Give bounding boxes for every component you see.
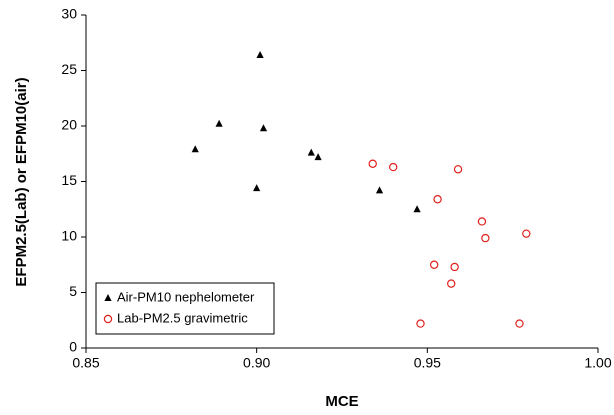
point: [307, 148, 315, 156]
y-tick-label: 25: [61, 61, 77, 77]
point: [477, 217, 487, 226]
x-axis-title: MCE: [325, 393, 358, 410]
x-tick-label: 1.00: [584, 355, 611, 371]
point: [433, 195, 442, 204]
point: [253, 184, 261, 192]
y-tick-label: 10: [61, 228, 77, 244]
point: [375, 186, 384, 194]
y-tick-label: 15: [61, 172, 77, 188]
y-tick-label: 30: [61, 6, 77, 22]
point: [215, 119, 223, 127]
x-tick-label: 0.85: [72, 355, 99, 371]
point: [368, 159, 377, 168]
point: [256, 50, 264, 58]
y-tick-label: 20: [61, 117, 77, 133]
point: [314, 153, 322, 161]
point: [450, 262, 459, 272]
legend-marker: [103, 314, 113, 324]
x-tick-label: 0.90: [243, 355, 270, 371]
point: [447, 279, 456, 288]
legend-label: Lab-PM2.5 gravimetric: [117, 310, 248, 325]
point: [481, 233, 490, 243]
point: [453, 165, 463, 174]
point: [191, 145, 199, 153]
point: [429, 260, 439, 269]
y-tick-label: 0: [69, 339, 77, 355]
y-tick-label: 5: [69, 283, 77, 299]
legend-label: Air-PM10 nephelometer: [117, 289, 255, 304]
point: [515, 319, 524, 328]
point: [259, 124, 268, 132]
point: [416, 319, 425, 328]
legend: [95, 282, 275, 335]
legend-marker: [104, 294, 112, 301]
point: [389, 162, 398, 172]
x-tick-label: 0.95: [414, 355, 441, 371]
point: [522, 229, 531, 238]
y-axis-title: EFPM2.5(Lab) or EFPM10(air): [13, 77, 30, 286]
point: [413, 205, 421, 213]
